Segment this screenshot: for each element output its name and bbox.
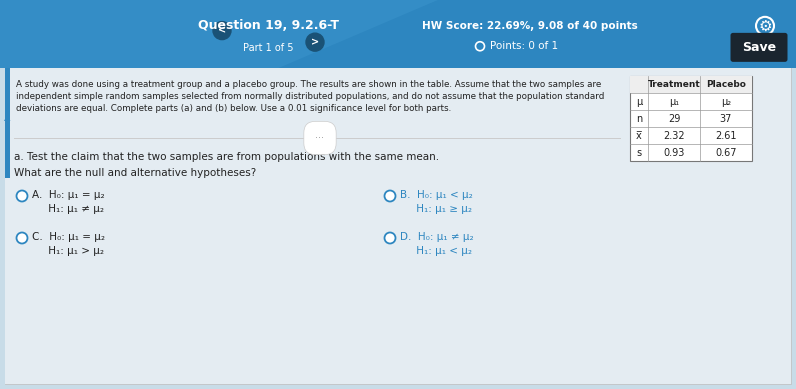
Text: >: > bbox=[311, 37, 319, 47]
Text: independent simple random samples selected from normally distributed populations: independent simple random samples select… bbox=[16, 92, 604, 101]
Text: C.  H₀: μ₁ = μ₂: C. H₀: μ₁ = μ₂ bbox=[32, 232, 104, 242]
Circle shape bbox=[384, 233, 396, 244]
Text: B.  H₀: μ₁ < μ₂: B. H₀: μ₁ < μ₂ bbox=[400, 190, 472, 200]
Text: μ₂: μ₂ bbox=[721, 96, 731, 107]
Text: <: < bbox=[218, 26, 226, 36]
Circle shape bbox=[17, 233, 28, 244]
FancyBboxPatch shape bbox=[630, 76, 752, 93]
Text: ···: ··· bbox=[315, 133, 325, 143]
Text: n: n bbox=[636, 114, 642, 123]
Text: Save: Save bbox=[742, 41, 776, 54]
Text: H₁: μ₁ > μ₂: H₁: μ₁ > μ₂ bbox=[32, 246, 103, 256]
Text: x̅: x̅ bbox=[636, 130, 642, 140]
Text: 2.32: 2.32 bbox=[663, 130, 685, 140]
Text: 37: 37 bbox=[720, 114, 732, 123]
Text: H₁: μ₁ ≠ μ₂: H₁: μ₁ ≠ μ₂ bbox=[32, 204, 103, 214]
Text: Part 1 of 5: Part 1 of 5 bbox=[243, 43, 293, 53]
Circle shape bbox=[213, 22, 231, 40]
Text: 29: 29 bbox=[668, 114, 681, 123]
FancyBboxPatch shape bbox=[5, 68, 10, 178]
Circle shape bbox=[17, 191, 28, 202]
Text: 0.67: 0.67 bbox=[716, 147, 737, 158]
FancyBboxPatch shape bbox=[0, 0, 796, 68]
Text: 2.61: 2.61 bbox=[716, 130, 737, 140]
Text: μ₁: μ₁ bbox=[669, 96, 679, 107]
Polygon shape bbox=[0, 0, 438, 68]
FancyBboxPatch shape bbox=[731, 33, 787, 62]
Circle shape bbox=[306, 33, 324, 51]
FancyBboxPatch shape bbox=[5, 68, 791, 384]
Text: HW Score: 22.69%, 9.08 of 40 points: HW Score: 22.69%, 9.08 of 40 points bbox=[422, 21, 638, 31]
Text: A study was done using a treatment group and a placebo group. The results are sh: A study was done using a treatment group… bbox=[16, 80, 601, 89]
Text: s: s bbox=[637, 147, 642, 158]
Text: Treatment: Treatment bbox=[648, 80, 700, 89]
Text: 0.93: 0.93 bbox=[663, 147, 685, 158]
Text: Points: 0 of 1: Points: 0 of 1 bbox=[490, 41, 558, 51]
Text: A.  H₀: μ₁ = μ₂: A. H₀: μ₁ = μ₂ bbox=[32, 190, 104, 200]
Text: μ: μ bbox=[636, 96, 642, 107]
Text: Placebo: Placebo bbox=[706, 80, 746, 89]
Text: ▲: ▲ bbox=[4, 114, 10, 123]
Text: What are the null and alternative hypotheses?: What are the null and alternative hypoth… bbox=[14, 168, 256, 178]
Text: D.  H₀: μ₁ ≠ μ₂: D. H₀: μ₁ ≠ μ₂ bbox=[400, 232, 473, 242]
Text: Question 19, 9.2.6-T: Question 19, 9.2.6-T bbox=[197, 19, 338, 32]
Text: ⚙: ⚙ bbox=[758, 18, 772, 33]
FancyBboxPatch shape bbox=[5, 68, 791, 384]
Text: deviations are equal. Complete parts (a) and (b) below. Use a 0.01 significance : deviations are equal. Complete parts (a)… bbox=[16, 104, 451, 113]
Text: H₁: μ₁ ≥ μ₂: H₁: μ₁ ≥ μ₂ bbox=[400, 204, 471, 214]
Text: a. Test the claim that the two samples are from populations with the same mean.: a. Test the claim that the two samples a… bbox=[14, 152, 439, 162]
Circle shape bbox=[384, 191, 396, 202]
FancyBboxPatch shape bbox=[630, 76, 752, 161]
Text: H₁: μ₁ < μ₂: H₁: μ₁ < μ₂ bbox=[400, 246, 471, 256]
